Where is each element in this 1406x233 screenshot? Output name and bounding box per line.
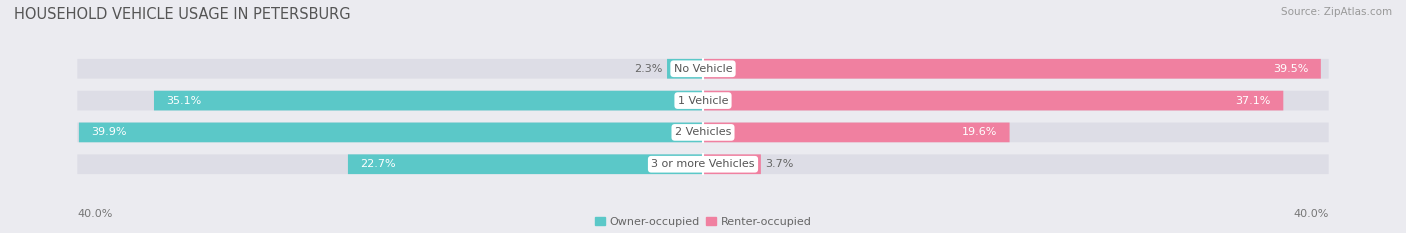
FancyBboxPatch shape: [77, 59, 1329, 79]
Text: 19.6%: 19.6%: [962, 127, 997, 137]
Text: Source: ZipAtlas.com: Source: ZipAtlas.com: [1281, 7, 1392, 17]
Text: 40.0%: 40.0%: [77, 209, 112, 219]
Text: 2 Vehicles: 2 Vehicles: [675, 127, 731, 137]
FancyBboxPatch shape: [703, 91, 1284, 110]
FancyBboxPatch shape: [347, 154, 703, 174]
FancyBboxPatch shape: [77, 123, 1329, 142]
FancyBboxPatch shape: [703, 154, 761, 174]
Text: No Vehicle: No Vehicle: [673, 64, 733, 74]
Text: 35.1%: 35.1%: [166, 96, 201, 106]
Text: 37.1%: 37.1%: [1236, 96, 1271, 106]
FancyBboxPatch shape: [703, 123, 1010, 142]
FancyBboxPatch shape: [666, 59, 703, 79]
Text: 39.9%: 39.9%: [91, 127, 127, 137]
Text: 2.3%: 2.3%: [634, 64, 662, 74]
Text: 1 Vehicle: 1 Vehicle: [678, 96, 728, 106]
FancyBboxPatch shape: [79, 123, 703, 142]
Text: 22.7%: 22.7%: [360, 159, 396, 169]
FancyBboxPatch shape: [155, 91, 703, 110]
Text: HOUSEHOLD VEHICLE USAGE IN PETERSBURG: HOUSEHOLD VEHICLE USAGE IN PETERSBURG: [14, 7, 350, 22]
Text: 3 or more Vehicles: 3 or more Vehicles: [651, 159, 755, 169]
Legend: Owner-occupied, Renter-occupied: Owner-occupied, Renter-occupied: [591, 212, 815, 231]
FancyBboxPatch shape: [77, 91, 1329, 110]
FancyBboxPatch shape: [77, 154, 1329, 174]
Text: 3.7%: 3.7%: [765, 159, 794, 169]
Text: 40.0%: 40.0%: [1294, 209, 1329, 219]
Text: 39.5%: 39.5%: [1272, 64, 1309, 74]
FancyBboxPatch shape: [703, 59, 1320, 79]
